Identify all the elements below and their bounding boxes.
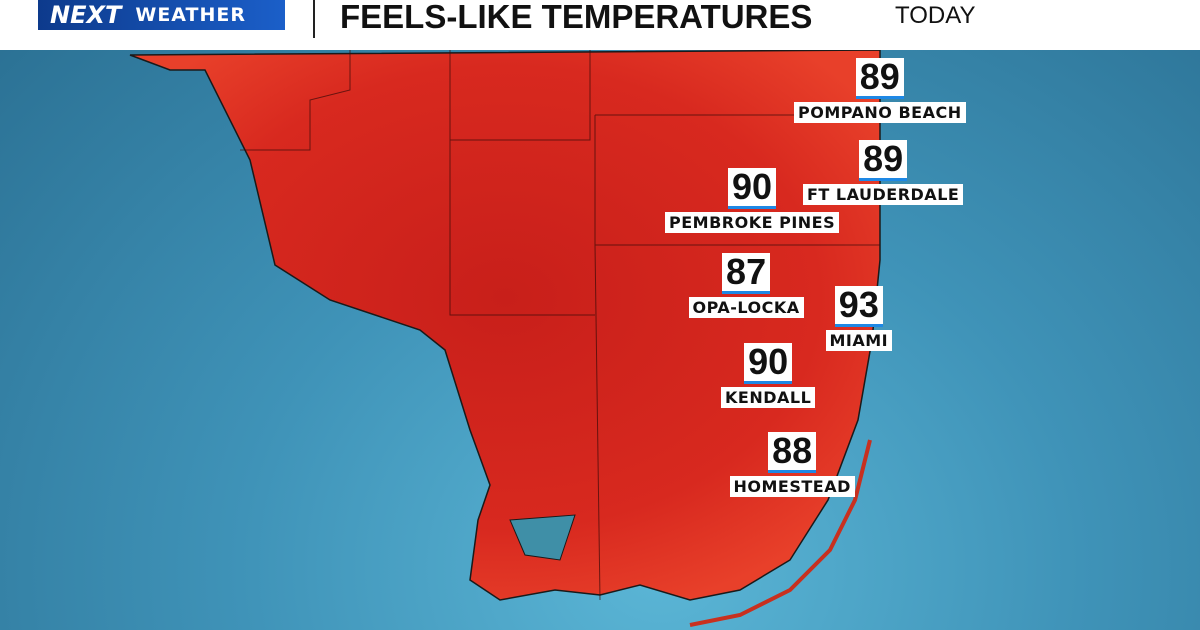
land (129, 49, 881, 601)
logo-brand: NEXT (50, 1, 122, 29)
logo: NEXT WEATHER (38, 0, 285, 30)
temperature: 90 (728, 168, 777, 209)
city-name: PEMBROKE PINES (665, 212, 840, 233)
city-label: 90 PEMBROKE PINES (665, 168, 840, 233)
city-label: 89 FT LAUDERDALE (803, 140, 964, 205)
temperature: 90 (744, 343, 793, 384)
title: FEELS-LIKE TEMPERATURES (340, 0, 813, 35)
city-name: KENDALL (721, 387, 816, 408)
city-name: HOMESTEAD (729, 476, 855, 497)
city-label: 87 OPA-LOCKA (688, 253, 804, 318)
city-name: POMPANO BEACH (794, 102, 966, 123)
bay (509, 514, 576, 561)
city-name: OPA-LOCKA (688, 297, 804, 318)
temperature: 93 (834, 286, 883, 327)
temperature: 89 (859, 140, 908, 181)
city-name: MIAMI (825, 330, 893, 351)
temperature: 88 (768, 432, 817, 473)
divider (313, 0, 315, 38)
header: NEXT WEATHER FEELS-LIKE TEMPERATURES TOD… (0, 0, 1200, 50)
temperature: 89 (855, 58, 904, 99)
city-name: FT LAUDERDALE (803, 184, 964, 205)
keys (689, 439, 872, 627)
city-label: 90 KENDALL (721, 343, 816, 408)
city-label: 93 MIAMI (825, 286, 893, 351)
temperature: 87 (722, 253, 771, 294)
city-label: 89 POMPANO BEACH (794, 58, 966, 123)
city-label: 88 HOMESTEAD (729, 432, 855, 497)
logo-product: WEATHER (135, 4, 246, 26)
period: TODAY (895, 2, 976, 29)
